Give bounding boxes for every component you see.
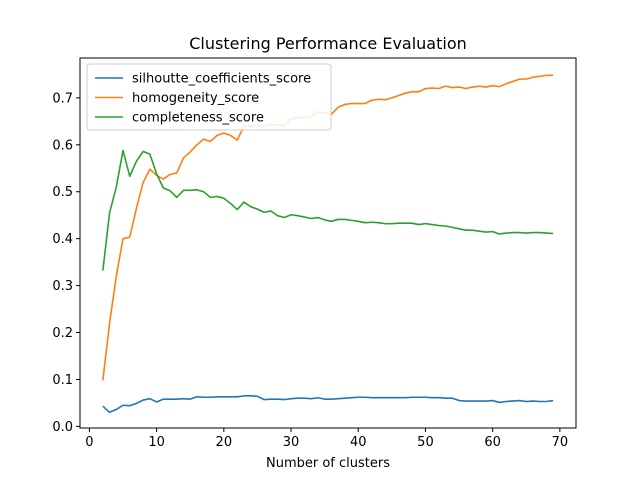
x-tick-label: 10 bbox=[148, 435, 165, 450]
x-tick-label: 50 bbox=[417, 435, 434, 450]
chart-title: Clustering Performance Evaluation bbox=[189, 34, 467, 53]
legend-entry: silhoutte_coefficients_score bbox=[132, 72, 311, 87]
y-tick-label: 0.5 bbox=[52, 185, 73, 200]
y-tick-label: 0.3 bbox=[52, 279, 73, 294]
legend-entry: completeness_score bbox=[132, 111, 264, 126]
x-tick-label: 60 bbox=[484, 435, 501, 450]
y-tick-label: 0.7 bbox=[52, 91, 73, 106]
legend-box bbox=[86, 63, 332, 131]
legend-entry: homogeneity_score bbox=[132, 91, 259, 106]
y-tick-label: 0.2 bbox=[52, 326, 73, 341]
y-tick-label: 0.4 bbox=[52, 232, 73, 247]
y-tick-label: 0.1 bbox=[52, 373, 73, 388]
y-tick-label: 0.6 bbox=[52, 138, 73, 153]
x-tick-label: 70 bbox=[552, 435, 569, 450]
x-axis-title: Number of clusters bbox=[266, 456, 390, 471]
legend: silhoutte_coefficients_score homogeneity_… bbox=[86, 63, 332, 131]
x-tick-label: 40 bbox=[350, 435, 367, 450]
x-axis: 0 10 20 30 40 50 60 70 bbox=[85, 428, 568, 450]
y-tick-label: 0.0 bbox=[52, 420, 73, 435]
plot-frame bbox=[79, 57, 577, 429]
series-line bbox=[102, 395, 554, 414]
series-line bbox=[102, 149, 554, 271]
x-tick-label: 30 bbox=[283, 435, 300, 450]
x-tick-label: 0 bbox=[85, 435, 93, 450]
y-axis: 0.0 0.1 0.2 0.3 0.4 0.5 0.6 0.7 bbox=[52, 91, 80, 435]
x-tick-label: 20 bbox=[216, 435, 233, 450]
